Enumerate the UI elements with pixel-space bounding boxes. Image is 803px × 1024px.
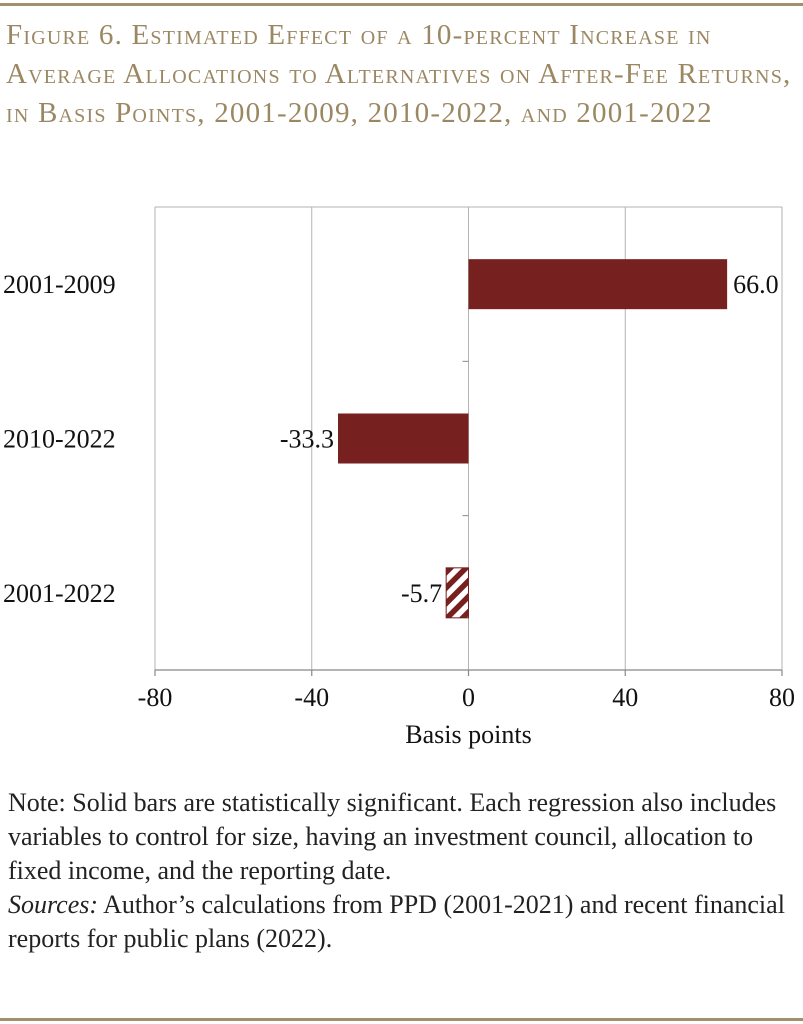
x-tick-label: -40 xyxy=(294,683,329,712)
bottom-rule xyxy=(0,1018,803,1021)
sources-text: Sources: Author’s calculations from PPD … xyxy=(8,888,798,956)
data-label: -5.7 xyxy=(401,579,442,608)
x-tick-label: 40 xyxy=(612,683,638,712)
note-text: Note: Solid bars are statistically signi… xyxy=(8,788,777,885)
x-axis-label: Basis points xyxy=(405,720,531,749)
figure-notes: Note: Solid bars are statistically signi… xyxy=(8,786,798,956)
bar-chart: -80 -40 0 40 80 Basis points 2001-2009 66.0 2010… xyxy=(3,206,795,749)
bar xyxy=(445,567,469,619)
x-tick-label: 0 xyxy=(462,683,475,712)
top-rule xyxy=(0,3,803,6)
bar xyxy=(468,259,728,310)
sources-label: Sources: xyxy=(8,890,99,919)
x-tick-label: -80 xyxy=(138,683,173,712)
data-label: -33.3 xyxy=(280,425,334,454)
data-label: 66.0 xyxy=(733,270,779,299)
category-label: 2001-2009 xyxy=(3,270,116,299)
bar xyxy=(338,413,469,464)
x-tick-label: 80 xyxy=(769,683,795,712)
figure-title: Figure 6. Estimated Effect of a 10-perce… xyxy=(6,19,792,129)
sources-body: Author’s calculations from PPD (2001-202… xyxy=(8,890,785,953)
category-label: 2010-2022 xyxy=(3,425,116,454)
category-label: 2001-2022 xyxy=(3,579,116,608)
